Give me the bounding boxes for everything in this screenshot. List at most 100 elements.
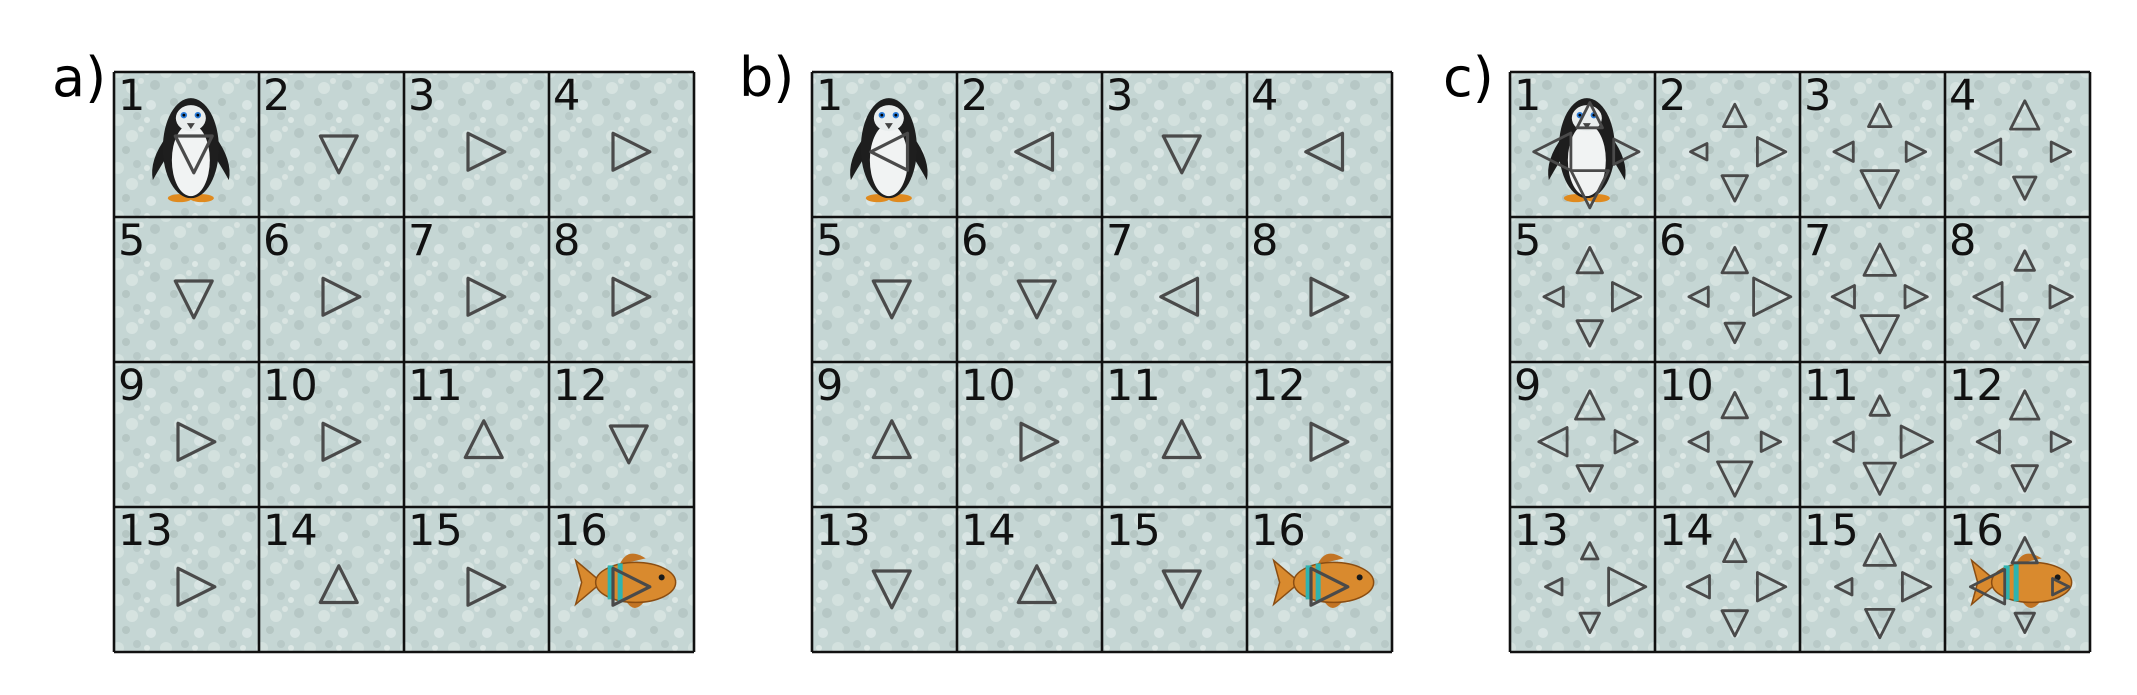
policy-arrow-down xyxy=(2009,317,2041,350)
policy-arrow-up xyxy=(318,564,359,605)
policy-arrow-down xyxy=(173,279,214,320)
policy-arrow-up xyxy=(1722,102,1748,128)
cell-number: 3 xyxy=(1804,71,1831,121)
policy-arrow-up xyxy=(1862,242,1897,277)
policy-arrow-down xyxy=(2012,175,2038,201)
panel-label: a) xyxy=(52,46,106,109)
policy-arrow-right xyxy=(1613,429,1639,455)
policy-arrow-down xyxy=(1569,169,1610,210)
policy-arrow-left xyxy=(1304,131,1345,172)
penguin-icon xyxy=(152,98,230,203)
policy-arrow-down xyxy=(2013,611,2036,634)
policy-arrow-left xyxy=(1975,429,2001,455)
grid-cell: 10 xyxy=(961,361,1060,462)
grid-cell: 3 xyxy=(408,71,507,172)
grid-cell: 12 xyxy=(553,361,649,465)
cell-number: 12 xyxy=(553,361,608,411)
grid-cell: 1 xyxy=(118,71,230,203)
policy-arrow-down xyxy=(1723,321,1746,345)
policy-arrow-down xyxy=(318,134,359,175)
cell-number: 5 xyxy=(118,216,145,266)
policy-arrow-down xyxy=(871,279,912,320)
policy-arrow-right xyxy=(321,421,362,462)
policy-arrow-down xyxy=(871,569,912,610)
policy-arrow-up xyxy=(1720,390,1749,420)
policy-arrow-down xyxy=(1575,319,1604,348)
fish-icon xyxy=(574,553,677,608)
cell-number: 15 xyxy=(1106,506,1161,556)
policy-arrow-left xyxy=(1532,131,1573,172)
cell-number: 9 xyxy=(1514,361,1541,411)
cell-number: 3 xyxy=(408,71,435,121)
policy-arrow-right xyxy=(1019,421,1060,462)
cell-number: 14 xyxy=(1659,506,1714,556)
cell-number: 8 xyxy=(1251,216,1278,266)
policy-arrow-right xyxy=(1759,430,1782,453)
cell-number: 7 xyxy=(1804,216,1831,266)
grid-cell: 2 xyxy=(263,71,359,175)
cell-number: 4 xyxy=(1949,71,1976,121)
cell-number: 12 xyxy=(1949,361,2004,411)
policy-arrow-up xyxy=(2013,249,2036,272)
grid-cell: 14 xyxy=(263,506,359,605)
grid-cell: 14 xyxy=(1659,506,1788,638)
policy-arrow-up xyxy=(1580,541,1600,561)
grid-cell: 3 xyxy=(1106,71,1202,175)
cell-number: 10 xyxy=(1659,361,1714,411)
grid-cell: 4 xyxy=(1949,71,2073,201)
cell-number: 7 xyxy=(1106,216,1133,266)
grid-cell: 7 xyxy=(1804,216,1929,355)
policy-arrow-up xyxy=(2009,389,2041,421)
cell-number: 11 xyxy=(1804,361,1859,411)
policy-arrow-right xyxy=(1901,571,1933,603)
policy-arrow-right xyxy=(2049,430,2073,453)
policy-arrow-right xyxy=(466,566,507,607)
cell-number: 10 xyxy=(961,361,1016,411)
policy-arrow-left xyxy=(1159,276,1200,317)
policy-arrow-down xyxy=(1720,174,1749,203)
policy-arrow-up xyxy=(1867,102,1893,128)
policy-arrow-down xyxy=(1016,279,1057,320)
policy-arrow-left xyxy=(1832,430,1855,453)
policy-arrow-down xyxy=(1859,314,1900,355)
policy-arrow-up xyxy=(1720,245,1749,275)
cell-number: 13 xyxy=(1514,506,1569,556)
policy-arrow-left xyxy=(1830,284,1856,310)
grid-cell: 6 xyxy=(1659,216,1793,345)
policy-arrow-right xyxy=(1756,136,1788,168)
grid-cell: 12 xyxy=(1251,361,1350,462)
policy-arrow-right xyxy=(466,131,507,172)
grid-cell: 13 xyxy=(816,506,912,610)
grid-cell: 3 xyxy=(1804,71,1927,210)
grid-cell: 5 xyxy=(816,216,912,320)
cell-number: 3 xyxy=(1106,71,1133,121)
panel-label: b) xyxy=(739,46,794,109)
policy-arrow-right xyxy=(1903,284,1929,310)
grid-cell: 8 xyxy=(1251,216,1350,317)
policy-arrow-left xyxy=(1689,142,1709,162)
policy-arrow-left xyxy=(1014,131,1055,172)
policy-arrow-right xyxy=(1752,276,1793,317)
policy-arrow-right xyxy=(1607,566,1648,607)
grid-cell: 10 xyxy=(263,361,362,462)
policy-arrow-right xyxy=(1309,276,1350,317)
fish-icon xyxy=(1272,553,1375,608)
policy-arrow-left xyxy=(869,131,910,172)
policy-arrow-right xyxy=(611,131,652,172)
cell-number: 5 xyxy=(816,216,843,266)
cell-number: 6 xyxy=(1659,216,1686,266)
grid-cell: 8 xyxy=(1949,216,2074,350)
cell-number: 7 xyxy=(408,216,435,266)
cell-number: 16 xyxy=(1251,506,1306,556)
cell-number: 11 xyxy=(408,361,463,411)
grid-cell: 9 xyxy=(118,361,217,462)
cell-number: 1 xyxy=(118,71,145,121)
cell-number: 4 xyxy=(553,71,580,121)
grid-cell: 1 xyxy=(816,71,928,203)
cell-number: 2 xyxy=(961,71,988,121)
policy-arrow-left xyxy=(1544,577,1564,597)
